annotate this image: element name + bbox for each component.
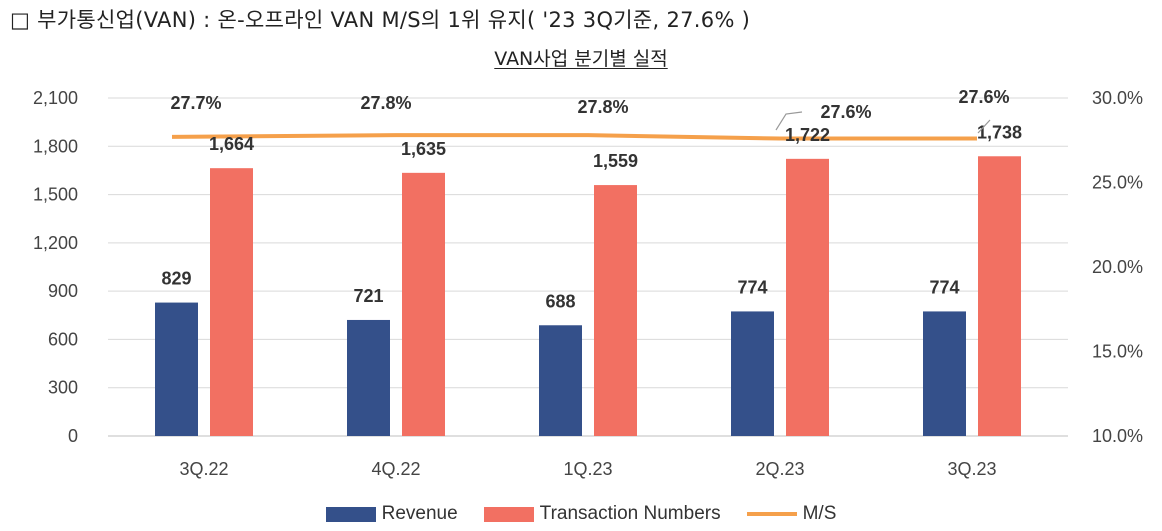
revenue-data-label: 774 [737, 277, 767, 297]
transaction-data-label: 1,559 [593, 151, 638, 171]
y-left-tick-label: 1,500 [33, 185, 78, 205]
line-series [171, 133, 977, 141]
transaction-bar [594, 185, 637, 436]
ms-data-label: 27.6% [958, 87, 1009, 107]
legend-swatch-revenue [325, 506, 376, 522]
y-right-tick-label: 20.0% [1092, 257, 1143, 277]
chart-title: VAN사업 분기별 실적 [0, 44, 1162, 71]
legend-label-ms: M/S [802, 503, 837, 524]
x-axis-ticks: 3Q.22 4Q.22 1Q.23 2Q.23 3Q.23 [179, 459, 996, 479]
data-labels: 829 1,664 721 1,635 688 1,559 774 1,722 774 1,738… [161, 87, 1022, 311]
transaction-data-label: 1,635 [401, 139, 446, 159]
revenue-data-label: 774 [929, 277, 959, 297]
legend-item-revenue[interactable]: Revenue [325, 503, 458, 525]
legend-label-transactions: Transaction Numbers [539, 503, 721, 524]
legend-swatch-transactions [483, 506, 534, 522]
revenue-bar [923, 311, 966, 436]
transaction-data-label: 1,738 [977, 122, 1022, 142]
bar-series [155, 156, 1021, 437]
revenue-data-label: 688 [545, 291, 575, 311]
page-header: □ 부가통신업(VAN) : 온-오프라인 VAN M/S의 1위 유지( '2… [10, 8, 751, 32]
y-left-tick-label: 900 [48, 281, 78, 301]
y-right-tick-label: 15.0% [1092, 342, 1143, 362]
x-tick-label: 1Q.23 [563, 459, 612, 479]
right-axis-ticks: 10.0% 15.0% 20.0% 25.0% 30.0% [1092, 88, 1143, 446]
legend-item-transactions[interactable]: Transaction Numbers [483, 503, 721, 525]
revenue-data-label: 829 [161, 269, 191, 289]
ms-leader-line [977, 119, 991, 134]
y-left-tick-label: 600 [48, 329, 78, 349]
x-tick-label: 3Q.23 [947, 459, 996, 479]
y-left-tick-label: 1,800 [33, 136, 78, 156]
chart-title-text: VAN사업 분기별 실적 [494, 48, 668, 70]
transaction-data-label: 1,722 [785, 125, 830, 145]
revenue-bar [155, 302, 198, 436]
ms-line [171, 133, 977, 141]
revenue-bar [731, 311, 774, 436]
revenue-data-label: 721 [353, 286, 383, 306]
transaction-bar [978, 156, 1021, 436]
revenue-bar [347, 319, 390, 436]
y-right-tick-label: 25.0% [1092, 173, 1143, 193]
ms-leader-line [775, 111, 803, 131]
y-left-tick-label: 1,200 [33, 233, 78, 253]
ms-data-label: 27.6% [820, 102, 871, 122]
left-axis-ticks: 0 300 600 900 1,200 1,500 1,800 2,100 [33, 88, 78, 446]
legend-label-revenue: Revenue [381, 503, 458, 524]
gridlines [108, 97, 1068, 437]
y-right-tick-label: 30.0% [1092, 88, 1143, 108]
x-tick-label: 4Q.22 [371, 459, 420, 479]
y-left-tick-label: 0 [68, 426, 78, 446]
transaction-bar [210, 168, 253, 436]
transaction-bar [402, 172, 445, 437]
y-right-tick-label: 10.0% [1092, 426, 1143, 446]
ms-data-label: 27.8% [577, 97, 628, 117]
combo-chart: 0 300 600 900 1,200 1,500 1,800 2,100 10.0% 15.0… [33, 87, 1143, 479]
legend-item-ms[interactable]: M/S [746, 503, 837, 525]
legend: Revenue Transaction Numbers M/S [0, 503, 1162, 525]
revenue-bar [539, 325, 582, 436]
ms-data-label: 27.7% [170, 93, 221, 113]
legend-swatch-ms [746, 512, 797, 516]
ms-data-label: 27.8% [360, 93, 411, 113]
transaction-data-label: 1,664 [209, 134, 254, 154]
x-tick-label: 3Q.22 [179, 459, 228, 479]
y-left-tick-label: 2,100 [33, 88, 78, 108]
x-tick-label: 2Q.23 [755, 459, 804, 479]
transaction-bar [786, 158, 829, 436]
y-left-tick-label: 300 [48, 378, 78, 398]
